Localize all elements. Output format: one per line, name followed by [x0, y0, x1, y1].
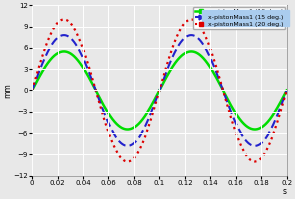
x-pistonMass1 (10 deg.)	[253, 128, 257, 131]
x-pistonMass1 (20 deg.)	[285, 89, 289, 92]
x-pistonMass1 (10 deg.)	[59, 51, 63, 53]
x-pistonMass1 (15 deg.)	[253, 145, 256, 147]
x-pistonMass1 (20 deg.)	[253, 160, 257, 163]
Line: x-pistonMass1 (20 deg.): x-pistonMass1 (20 deg.)	[32, 20, 287, 161]
x-pistonMass1 (10 deg.)	[253, 128, 256, 131]
x-pistonMass1 (20 deg.)	[128, 160, 132, 162]
x-pistonMass1 (10 deg.)	[280, 99, 283, 101]
x-pistonMass1 (10 deg.)	[62, 50, 66, 53]
X-axis label: s: s	[283, 187, 287, 196]
x-pistonMass1 (20 deg.)	[280, 106, 283, 108]
x-pistonMass1 (15 deg.)	[75, 44, 78, 46]
x-pistonMass1 (10 deg.)	[285, 89, 289, 92]
Y-axis label: mm: mm	[3, 83, 12, 98]
Legend: x-pistonMass1 (10 deg.), x-pistonMass1 (15 deg.), x-pistonMass1 (20 deg.): x-pistonMass1 (10 deg.), x-pistonMass1 (…	[193, 7, 285, 29]
x-pistonMass1 (15 deg.)	[280, 102, 283, 105]
x-pistonMass1 (20 deg.)	[59, 19, 63, 21]
x-pistonMass1 (10 deg.)	[128, 128, 132, 131]
x-pistonMass1 (15 deg.)	[139, 133, 142, 136]
x-pistonMass1 (20 deg.)	[75, 31, 78, 34]
x-pistonMass1 (20 deg.)	[30, 89, 34, 92]
x-pistonMass1 (10 deg.)	[139, 120, 142, 123]
x-pistonMass1 (15 deg.)	[59, 34, 63, 37]
x-pistonMass1 (15 deg.)	[62, 34, 66, 36]
x-pistonMass1 (10 deg.)	[75, 57, 78, 60]
Line: x-pistonMass1 (10 deg.): x-pistonMass1 (10 deg.)	[32, 51, 287, 130]
x-pistonMass1 (15 deg.)	[128, 144, 132, 147]
x-pistonMass1 (20 deg.)	[62, 18, 66, 21]
x-pistonMass1 (15 deg.)	[285, 89, 289, 92]
x-pistonMass1 (20 deg.)	[253, 160, 256, 163]
x-pistonMass1 (10 deg.)	[30, 89, 34, 92]
x-pistonMass1 (20 deg.)	[139, 146, 142, 148]
Line: x-pistonMass1 (15 deg.): x-pistonMass1 (15 deg.)	[32, 35, 287, 146]
x-pistonMass1 (15 deg.)	[30, 89, 34, 92]
x-pistonMass1 (15 deg.)	[253, 145, 257, 147]
